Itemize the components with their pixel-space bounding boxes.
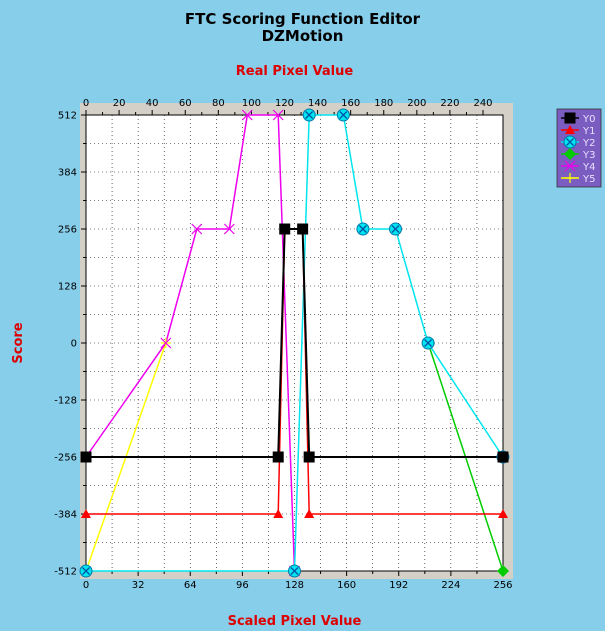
series-point-y0 (303, 451, 315, 463)
series-point-y0 (279, 223, 291, 235)
x-axis-label: Scaled Pixel Value (228, 614, 362, 629)
series-point-y4 (160, 337, 172, 349)
y-tick-label: 384 (58, 168, 77, 179)
legend-box (556, 108, 602, 188)
x2-tick-label: 40 (146, 98, 159, 109)
series-point-y1 (498, 509, 508, 518)
legend-marker-y0 (564, 112, 576, 124)
chart-title: FTC Scoring Function Editor (184, 10, 421, 28)
x2-tick-label: 140 (308, 98, 327, 109)
series-point-y2 (421, 336, 435, 350)
x2-tick-label: 180 (374, 98, 393, 109)
x-tick-label: 0 (83, 580, 89, 591)
x2-tick-label: 160 (341, 98, 360, 109)
x2-tick-label: 80 (212, 98, 225, 109)
y-axis-label: Score (11, 322, 26, 363)
y-tick-label: 256 (58, 225, 77, 236)
y-tick-label: -384 (54, 510, 77, 521)
y-tick-label: -128 (54, 396, 77, 407)
legend-label-y3: Y3 (582, 150, 595, 161)
series-point-y2 (302, 108, 316, 122)
series-point-y2 (336, 108, 350, 122)
series-point-y1 (81, 509, 91, 518)
series-point-y0 (272, 451, 284, 463)
x2-tick-label: 0 (83, 98, 89, 109)
legend-label-y4: Y4 (582, 162, 595, 173)
chart-subtitle: DZMotion (261, 27, 344, 45)
series-line-y2 (86, 114, 504, 572)
series-point-y0 (80, 451, 92, 463)
y-tick-label: 128 (58, 282, 77, 293)
x-tick-label: 96 (236, 580, 249, 591)
series-point-y2 (356, 222, 370, 236)
legend-label-y5: Y5 (582, 174, 595, 185)
series-point-y0 (497, 451, 509, 463)
x2-tick-label: 240 (473, 98, 492, 109)
series-point-y2 (388, 222, 402, 236)
series-point-y2 (288, 564, 301, 578)
x-tick-label: 160 (337, 580, 356, 591)
series-point-y1 (273, 509, 284, 518)
x2-tick-label: 60 (179, 98, 192, 109)
legend-marker-y4 (564, 160, 576, 172)
x2-tick-label: 100 (242, 98, 261, 109)
legend-label-y2: Y2 (582, 138, 595, 149)
legend-marker-y5 (565, 173, 575, 183)
x-tick-label: 32 (132, 580, 145, 591)
legend-marker-y3 (564, 148, 576, 160)
y-tick-label: 512 (58, 111, 77, 122)
x2-tick-label: 200 (407, 98, 426, 109)
x2-tick-label: 220 (440, 98, 459, 109)
legend-label-y0: Y0 (582, 114, 595, 125)
y-tick-label: -512 (54, 567, 77, 578)
series-point-y1 (304, 509, 315, 518)
x-tick-label: 192 (389, 580, 408, 591)
legend-label-y1: Y1 (582, 126, 595, 137)
y-tick-label: 0 (71, 339, 77, 350)
x-tick-label: 128 (285, 580, 304, 591)
x2-axis-label: Real Pixel Value (236, 64, 354, 79)
series-point-y2 (79, 564, 93, 578)
x-tick-label: 256 (493, 580, 512, 591)
legend-marker-y1 (565, 125, 575, 134)
series-point-y4 (223, 223, 235, 235)
x-tick-label: 224 (441, 580, 460, 591)
series-point-y4 (272, 109, 284, 121)
x2-tick-label: 120 (275, 98, 294, 109)
series-point-y4 (241, 109, 253, 121)
x-tick-label: 64 (184, 580, 197, 591)
series-point-y4 (191, 223, 203, 235)
x2-tick-label: 20 (113, 98, 126, 109)
y-tick-label: -256 (54, 453, 77, 464)
legend-marker-y2 (563, 135, 577, 149)
series-point-y0 (297, 223, 309, 235)
series-line-y0 (86, 228, 503, 458)
series-point-y3 (497, 565, 509, 577)
